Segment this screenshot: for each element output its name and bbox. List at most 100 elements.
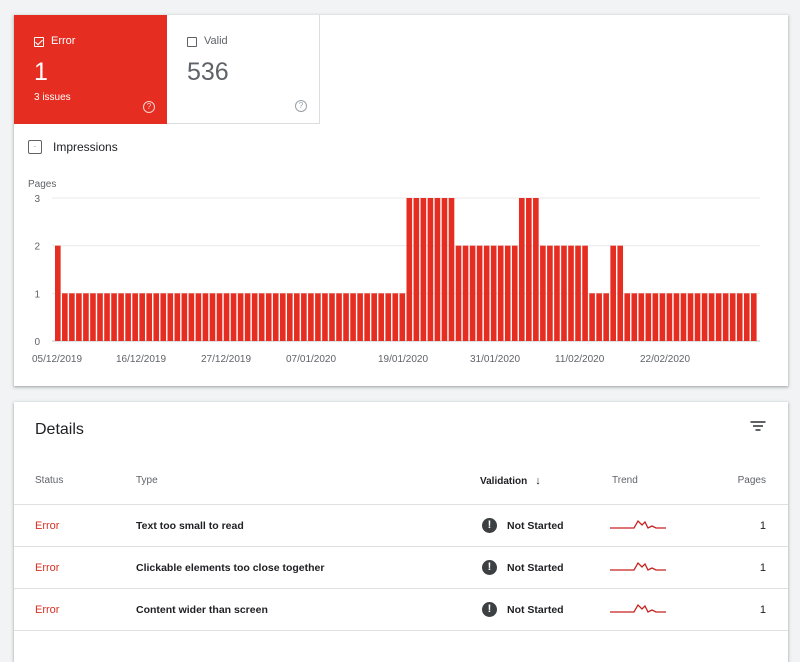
chart-bar[interactable] [195,293,202,341]
chart-bar[interactable] [736,293,743,341]
chart-bar[interactable] [680,293,687,341]
chart-bar[interactable] [518,198,525,341]
chart-bar[interactable] [722,293,729,341]
chart-bar[interactable] [90,293,96,341]
filter-icon[interactable] [750,420,766,432]
chart-bar[interactable] [596,293,602,341]
chart-bar[interactable] [406,198,413,341]
chart-bar[interactable] [97,293,103,341]
table-row[interactable]: Error Clickable elements too close toget… [14,547,788,589]
chart-bar[interactable] [673,293,680,341]
error-tile[interactable]: Error 1 3 issues ? [14,15,167,124]
chart-bar[interactable] [701,293,708,341]
chart-bar[interactable] [223,293,230,341]
chart-bar[interactable] [504,245,511,341]
chart-bar[interactable] [441,198,448,341]
column-header-status[interactable]: Status [35,475,64,486]
chart-bar[interactable] [568,245,574,341]
chart-bar[interactable] [652,293,659,341]
chart-bar[interactable] [244,293,251,341]
chart-bar[interactable] [322,293,328,341]
chart-bar[interactable] [582,245,588,341]
chart-bar[interactable] [610,245,616,341]
chart-bar[interactable] [434,198,441,341]
chart-bar[interactable] [561,245,567,341]
chart-bar[interactable] [104,293,110,341]
table-row[interactable]: Error Content wider than screen ! Not St… [14,589,788,631]
chart-bar[interactable] [469,245,476,341]
chart-bar[interactable] [554,245,560,341]
chart-bar[interactable] [399,293,406,341]
chart-bar[interactable] [490,245,497,341]
chart-bar[interactable] [125,293,131,341]
chart-bar[interactable] [69,293,75,341]
chart-bar[interactable] [694,293,701,341]
chart-bar[interactable] [750,293,757,341]
chart-bar[interactable] [258,293,265,341]
chart-bar[interactable] [715,293,722,341]
help-icon[interactable]: ? [143,101,155,113]
chart-bar[interactable] [378,293,385,341]
chart-bar[interactable] [743,293,750,341]
chart-bar[interactable] [272,293,279,341]
chart-bar[interactable] [55,245,61,341]
column-header-type[interactable]: Type [136,475,158,486]
chart-bar[interactable] [308,293,314,341]
chart-bar[interactable] [118,293,124,341]
chart-bar[interactable] [329,293,335,341]
chart-bar[interactable] [476,245,483,341]
chart-bar[interactable] [294,293,300,341]
chart-bar[interactable] [188,293,195,341]
chart-bar[interactable] [624,293,631,341]
chart-bar[interactable] [237,293,244,341]
chart-bar[interactable] [111,293,117,341]
impressions-checkbox[interactable]: · [28,140,42,154]
chart-bar[interactable] [174,293,181,341]
chart-bar[interactable] [526,198,532,341]
chart-bar[interactable] [589,293,595,341]
chart-bar[interactable] [202,293,209,341]
chart-bar[interactable] [181,293,188,341]
chart-bar[interactable] [146,293,153,341]
chart-bar[interactable] [540,245,546,341]
chart-bar[interactable] [659,293,666,341]
chart-bar[interactable] [371,293,377,341]
chart-bar[interactable] [230,293,237,341]
chart-bar[interactable] [216,293,223,341]
chart-bar[interactable] [301,293,307,341]
chart-bar[interactable] [209,293,216,341]
chart-bar[interactable] [617,245,624,341]
chart-bar[interactable] [631,293,638,341]
chart-bar[interactable] [343,293,349,341]
chart-bar[interactable] [167,293,174,341]
chart-bar[interactable] [547,245,553,341]
column-header-trend[interactable]: Trend [612,475,638,486]
chart-bar[interactable] [575,245,581,341]
chart-bar[interactable] [497,245,504,341]
help-icon[interactable]: ? [295,100,307,112]
chart-bar[interactable] [83,293,89,341]
table-row[interactable]: Error Text too small to read ! Not Start… [14,505,788,547]
chart-bar[interactable] [392,293,399,341]
chart-bar[interactable] [251,293,258,341]
chart-bar[interactable] [62,293,68,341]
chart-bar[interactable] [160,293,167,341]
chart-bar[interactable] [729,293,736,341]
chart-bar[interactable] [76,293,82,341]
chart-bar[interactable] [364,293,370,341]
valid-tile[interactable]: Valid 536 ? [167,15,320,124]
chart-bar[interactable] [483,245,490,341]
chart-bar[interactable] [350,293,356,341]
chart-bar[interactable] [357,293,363,341]
chart-bar[interactable] [638,293,645,341]
chart-bar[interactable] [533,198,539,341]
chart-bar[interactable] [462,245,469,341]
valid-checkbox[interactable] [187,37,197,47]
chart-bar[interactable] [385,293,392,341]
chart-bar[interactable] [511,245,518,341]
chart-bar[interactable] [645,293,652,341]
sort-arrow-down-icon[interactable]: ↓ [535,475,541,487]
column-header-pages[interactable]: Pages [737,475,766,486]
chart-bar[interactable] [153,293,160,341]
chart-bar[interactable] [666,293,673,341]
